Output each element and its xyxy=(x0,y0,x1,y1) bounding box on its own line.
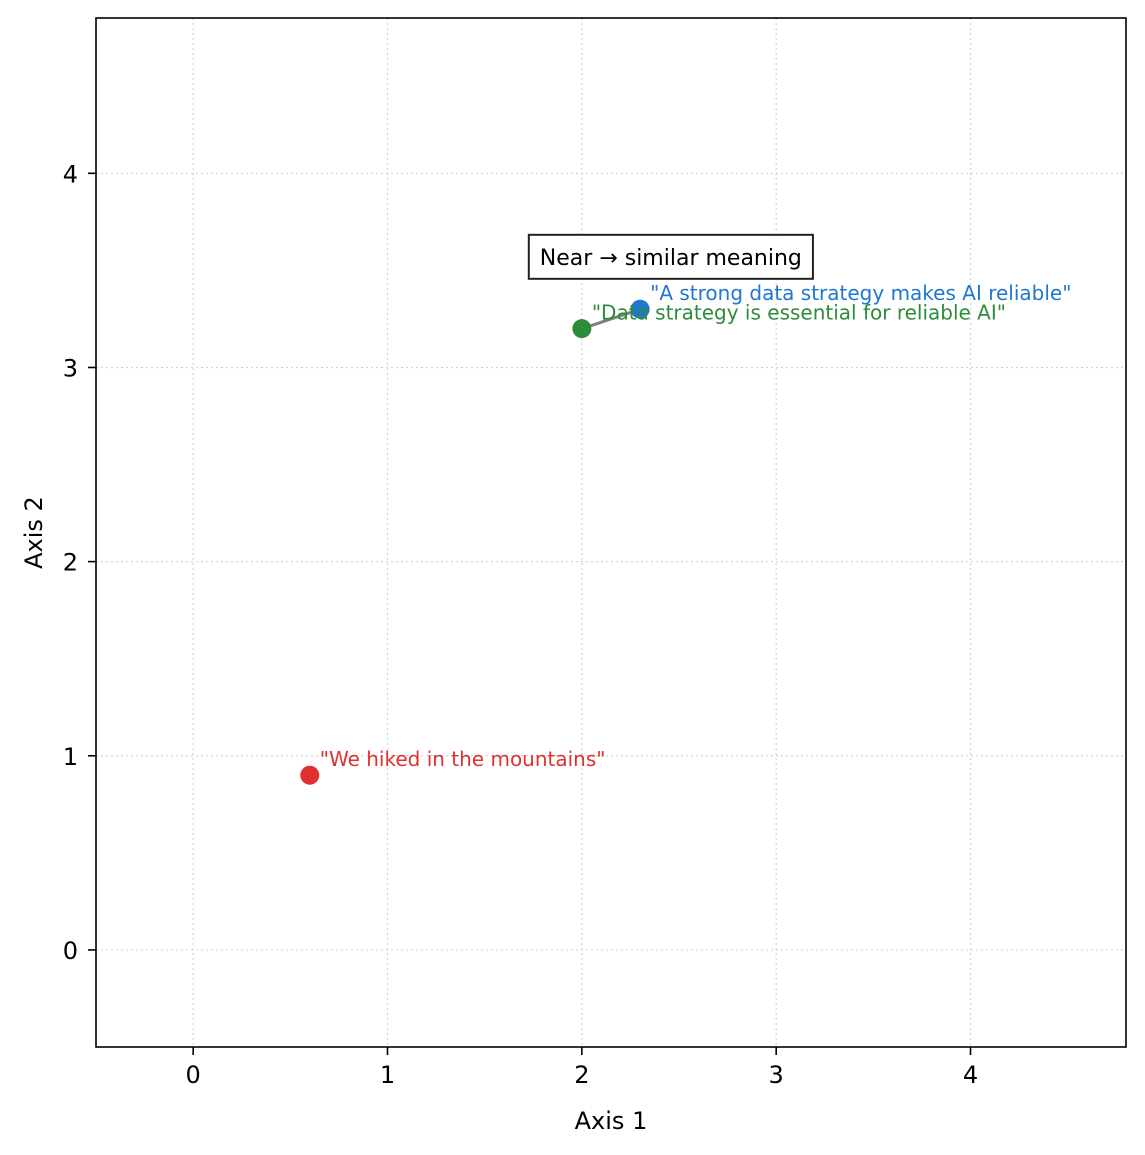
x-tick-label: 1 xyxy=(380,1061,395,1089)
y-tick-label: 4 xyxy=(63,160,78,188)
x-axis-ticks: 0 1 2 3 4 xyxy=(186,1047,978,1089)
y-tick-label: 1 xyxy=(63,743,78,771)
point-label: "Data strategy is essential for reliable… xyxy=(592,301,1006,325)
x-tick-label: 2 xyxy=(574,1061,589,1089)
annotation-layer: Near → similar meaning xyxy=(527,233,814,280)
annotation-text: Near → similar meaning xyxy=(540,246,802,271)
x-tick-label: 4 xyxy=(963,1061,978,1089)
point-label: "We hiked in the mountains" xyxy=(320,747,606,771)
x-axis-label: Axis 1 xyxy=(575,1107,648,1135)
y-tick-label: 2 xyxy=(63,549,78,577)
x-tick-label: 0 xyxy=(186,1061,201,1089)
y-axis-ticks: 0 1 2 3 4 xyxy=(63,160,96,965)
annotation-box xyxy=(527,233,814,280)
data-point xyxy=(572,319,592,339)
grid xyxy=(96,18,1126,1047)
similarity-connector xyxy=(581,307,641,331)
y-tick-label: 3 xyxy=(63,354,78,382)
y-tick-label: 0 xyxy=(63,937,78,965)
plot-frame xyxy=(95,17,1127,1048)
x-tick-label: 3 xyxy=(769,1061,784,1089)
data-point xyxy=(630,299,650,319)
points-layer xyxy=(300,299,650,785)
data-point xyxy=(300,765,320,785)
point-label: "A strong data strategy makes AI reliabl… xyxy=(650,281,1071,305)
connector-layer xyxy=(581,307,641,331)
point-labels-layer: "A strong data strategy makes AI reliabl… xyxy=(320,281,1072,771)
y-axis-label: Axis 2 xyxy=(20,496,48,569)
